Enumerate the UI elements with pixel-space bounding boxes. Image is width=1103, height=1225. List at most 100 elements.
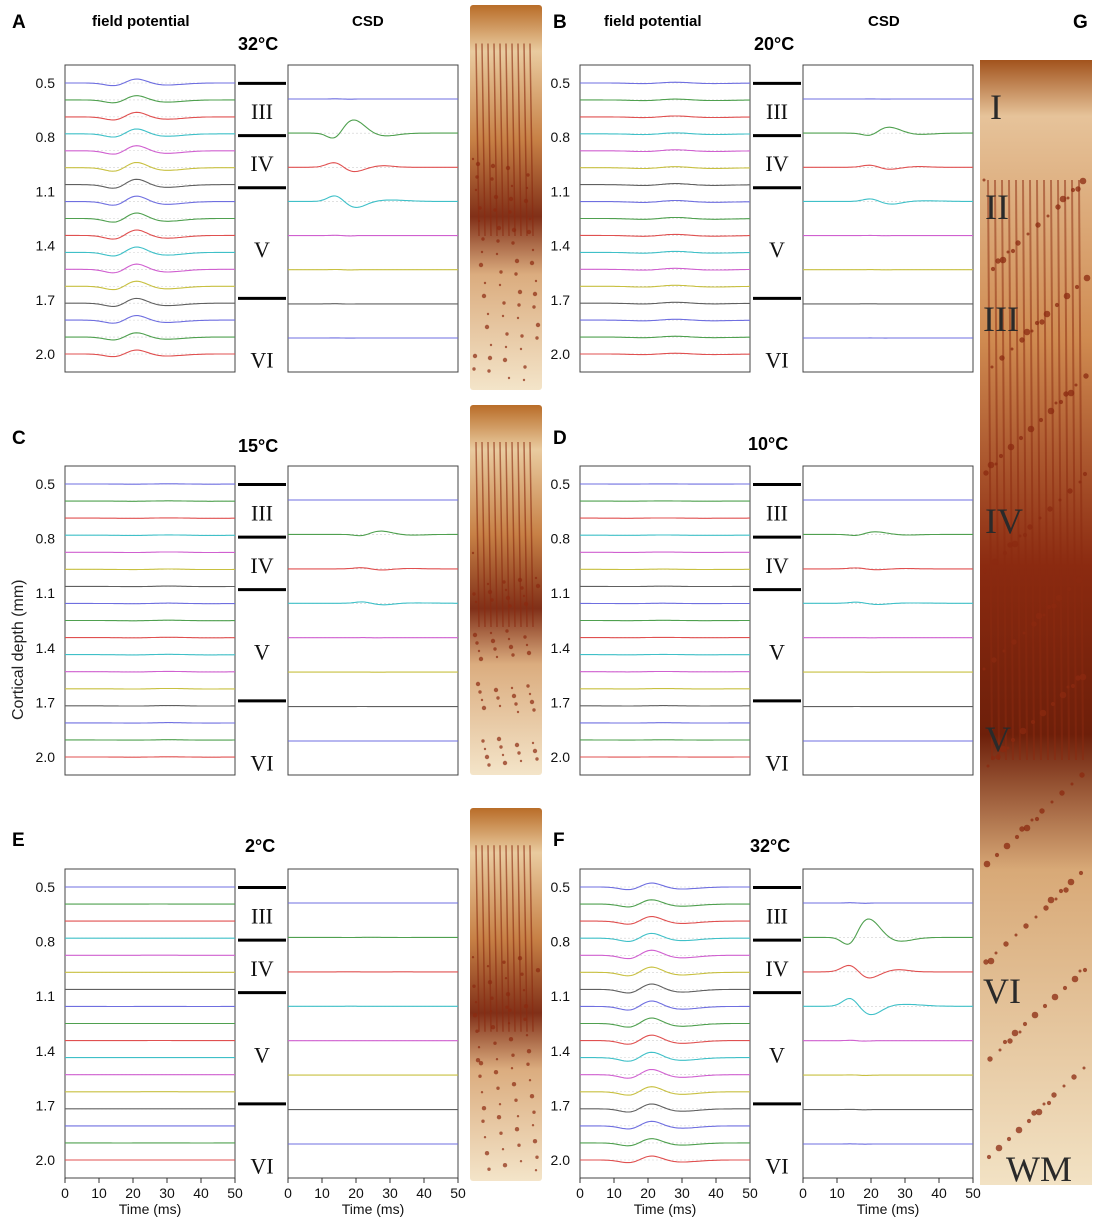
layer-label: IV [250,151,273,176]
fp-trace [580,1000,750,1011]
fp-trace [580,81,751,85]
time-tick-label: 10 [314,1185,330,1201]
csd-trace [803,902,973,904]
fp-trace [580,1086,750,1096]
fp-trace [65,280,235,291]
fp-trace [580,983,750,994]
depth-tick-label: 0.5 [36,75,56,91]
time-tick-label: 30 [159,1185,175,1201]
fp-trace [580,335,750,339]
panel-c: III IV V VI [64,465,459,776]
depth-tick-label: 0.8 [36,129,56,145]
layer-label: V [254,639,270,664]
panel-letter-d: D [553,428,567,449]
tissue-slice-e [470,808,542,1181]
depth-tick-label: 0.5 [551,879,571,895]
layer-label: V [769,1042,785,1067]
layer-label: V [254,237,270,262]
csd-plot-frame [287,465,459,776]
fp-trace [580,882,750,891]
depth-tick-label: 2.0 [36,749,56,765]
fp-trace [580,1068,750,1079]
csd-plot-frame [802,465,974,776]
fp-trace [65,349,235,358]
csd-plot-frame [802,64,974,373]
csd-plot-frame [287,64,459,373]
depth-tick-label: 1.1 [36,585,56,601]
time-tick-label: 50 [227,1185,243,1201]
fp-trace [65,178,235,189]
fp-trace [65,636,235,639]
csd-title-a: CSD [352,13,384,30]
fp-trace [580,966,750,977]
depth-tick-label: 1.4 [551,1043,571,1059]
fp-trace [580,284,750,288]
panel-e: III IV V VI 0 10 20 30 40 50 Time (ms) 0 10 20 30 40 50 T… [61,868,466,1217]
fp-trace [580,183,750,186]
time-tick-label: 20 [125,1185,141,1201]
fp-trace [65,212,235,223]
time-tick-label: 40 [416,1185,432,1201]
panel-d: III IV V VI [579,465,974,776]
depth-tick-label: 1.7 [551,1097,571,1113]
layer-label: V [769,237,785,262]
layer-label: III [766,903,788,928]
g-layer-vi: VI [983,971,1021,1011]
fp-trace [580,1155,750,1164]
depth-tick-label: 0.8 [36,934,56,950]
depth-tick-label: 1.1 [551,183,571,199]
layer-label: VI [765,348,788,373]
fp-trace [65,128,235,138]
csd-trace [288,234,458,237]
depth-tick-label: 1.7 [36,694,56,710]
panel-f: III IV V VI 0 10 20 30 40 50 Time (ms) 0 10 20 30 40 50 T… [576,868,981,1217]
fp-trace [580,166,750,170]
g-layer-iii: III [983,299,1019,339]
layer-label: III [766,99,788,124]
temp-a: 32°C [238,34,279,54]
time-tick-label: 50 [450,1185,466,1201]
panel-b: III IV V VI [579,64,974,373]
csd-trace [288,162,458,173]
csd-title-b: CSD [868,13,900,30]
layer-label: V [769,639,785,664]
panel-letter-a: A [12,12,26,33]
time-tick-label: 10 [91,1185,107,1201]
layer-label: IV [250,553,273,578]
depth-tick-label: 1.4 [36,640,56,656]
depth-tick-label: 2.0 [551,749,571,765]
time-tick-label: 20 [863,1185,879,1201]
fp-trace [65,78,235,87]
layer-label: IV [765,553,788,578]
depth-tick-label: 0.5 [36,879,56,895]
depth-tick-label: 0.8 [551,934,571,950]
depth-tick-label: 1.7 [36,1097,56,1113]
time-tick-label: 20 [640,1185,656,1201]
fp-title-a: field potential [92,13,190,30]
fp-trace [65,263,235,274]
fp-trace [65,722,235,724]
time-tick-label: 30 [382,1185,398,1201]
panel-letter-g: G [1073,12,1088,33]
panel-letter-b: B [553,12,567,33]
time-tick-label: 50 [965,1185,981,1201]
panel-letter-c: C [12,428,26,449]
csd-trace [803,531,973,536]
depth-tick-label: 0.5 [551,75,571,91]
layer-label: VI [250,1154,273,1179]
fp-trace [580,1034,750,1045]
fp-trace [65,229,235,240]
fp-trace [65,195,235,206]
layer-label: IV [765,151,788,176]
time-tick-label: 30 [897,1185,913,1201]
depth-tick-label: 0.5 [551,476,571,492]
csd-trace [803,997,973,1016]
time-tick-label: 0 [284,1185,292,1201]
depth-tick-label: 1.7 [36,292,56,308]
panel-a: III IV V VI [64,64,459,373]
time-tick-label: 0 [61,1185,69,1201]
time-axis-label: Time (ms) [857,1201,919,1217]
csd-trace [288,530,458,537]
csd-trace [803,1074,973,1076]
